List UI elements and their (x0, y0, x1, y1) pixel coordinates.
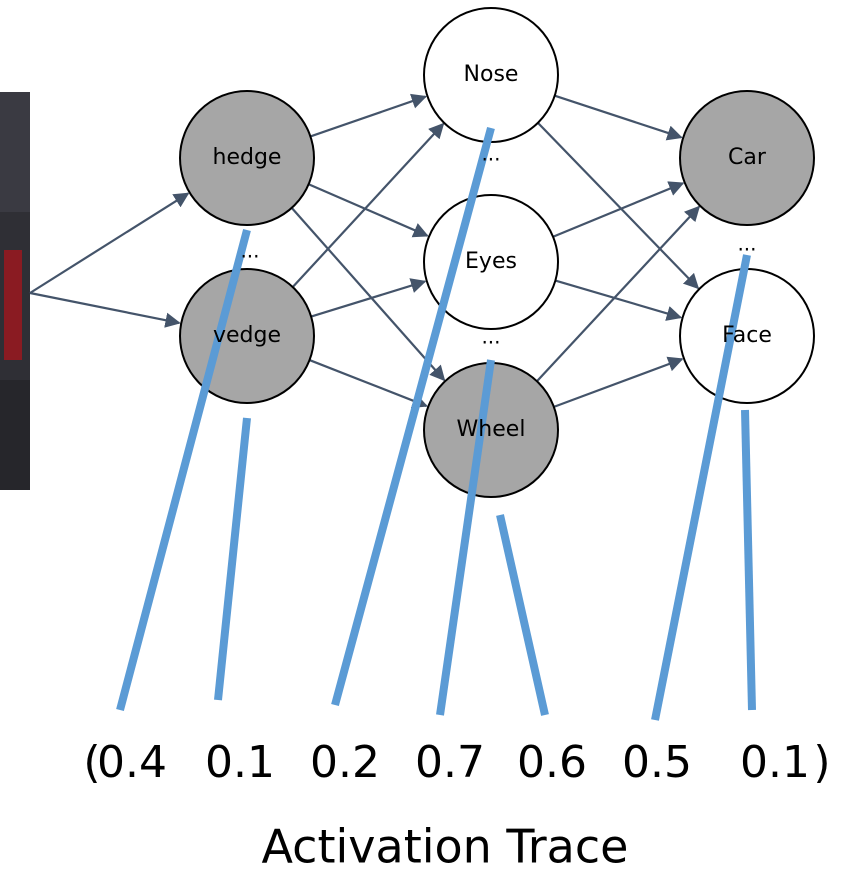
arrow (310, 360, 427, 406)
arrows (30, 96, 699, 407)
arrow (555, 281, 680, 318)
ellipsis: ... (737, 232, 756, 256)
trace-value: 0.1 (205, 737, 275, 788)
trace-line (745, 410, 752, 710)
arrow (311, 281, 425, 316)
input-image (0, 92, 30, 490)
trace-value: 0.6 (517, 737, 587, 788)
arrow (538, 123, 698, 288)
trace-value: 0.2 (310, 737, 380, 788)
ellipsis: ... (481, 142, 500, 166)
trace-value: 0.7 (415, 737, 485, 788)
arrow (309, 184, 428, 235)
node-label: Nose (464, 62, 519, 87)
node-label: Eyes (465, 249, 517, 274)
trace-value: 0.5 (622, 737, 692, 788)
trace-value: 0.4 (97, 737, 167, 788)
node-label: Car (728, 145, 767, 170)
title: Activation Trace (262, 820, 629, 874)
arrow (30, 193, 188, 293)
node-label: vedge (213, 323, 281, 348)
node-label: hedge (213, 145, 282, 170)
trace-line (218, 418, 247, 700)
node-label: Face (722, 323, 772, 348)
arrow (30, 293, 179, 323)
trace-close: ) (813, 737, 830, 788)
arrow (310, 97, 425, 137)
diagram: hedge vedge... Nose Eyes Wheel...... Car Face.… (0, 0, 846, 885)
trace-line (500, 515, 545, 715)
trace-value: 0.1 (740, 737, 810, 788)
ellipsis: ... (481, 325, 500, 349)
arrow (553, 183, 683, 237)
arrow (555, 96, 682, 138)
trace-open: ( (83, 737, 100, 788)
ellipsis: ... (240, 239, 259, 263)
arrow (554, 359, 682, 407)
arrow (293, 124, 443, 287)
node-label: Wheel (457, 417, 526, 442)
